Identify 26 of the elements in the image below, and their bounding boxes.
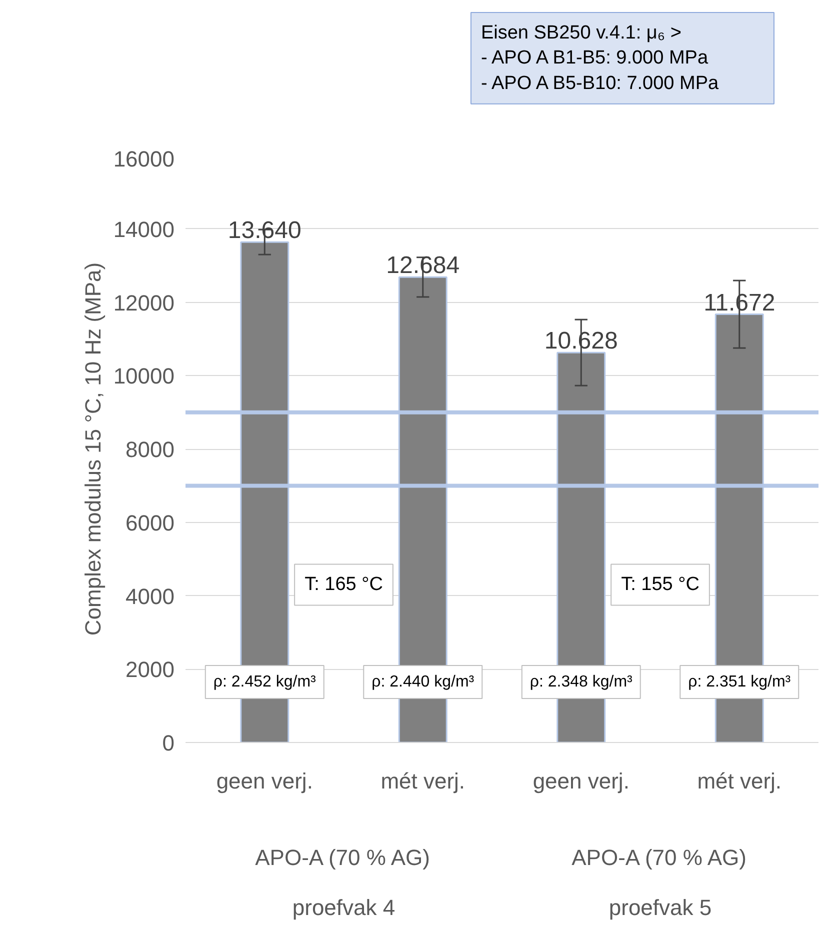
text: proefvak 4 — [292, 895, 396, 920]
data-label: 13.640 — [228, 217, 302, 244]
y-tick-label: 6000 — [126, 510, 175, 536]
y-tick-label: 14000 — [113, 216, 175, 242]
text: proefvak 5 — [608, 895, 712, 920]
y-tick-label: 16000 — [113, 146, 175, 172]
y-tick-label: 0 — [162, 730, 175, 756]
y-tick-label: 2000 — [126, 657, 175, 682]
y-tick-label: 10000 — [113, 364, 175, 389]
x-tick-label: geen verj. — [532, 768, 630, 794]
y-tick-label: 12000 — [113, 290, 175, 316]
y-tick-label: 8000 — [126, 437, 175, 462]
annotation: T: 165 °C — [304, 574, 383, 596]
x-tick-label: mét verj. — [697, 768, 782, 794]
text: APO-A (70 % AG) — [572, 845, 746, 870]
y-tick-label: 4000 — [126, 584, 175, 609]
y-axis-title: Complex modulus 15 °C, 10 Hz (MPa) — [80, 262, 106, 636]
annotation: ρ: 2.452 kg/m³ — [213, 673, 317, 690]
text: Eisen SB250 v.4.1: μ₆ > - APO A B1-B5: 9.000 MPa - APO A B5-B10: 7.000 MPa — [480, 22, 720, 94]
annotation: ρ: 2.440 kg/m³ — [372, 673, 475, 690]
x-tick-label: geen verj. — [216, 768, 313, 794]
annotation: ρ: 2.351 kg/m³ — [688, 673, 792, 690]
annotation: ρ: 2.348 kg/m³ — [530, 673, 634, 690]
annotation: T: 155 °C — [621, 574, 700, 596]
x-tick-label: mét verj. — [380, 768, 466, 794]
text: APO-A (70 % AG) — [255, 845, 430, 870]
